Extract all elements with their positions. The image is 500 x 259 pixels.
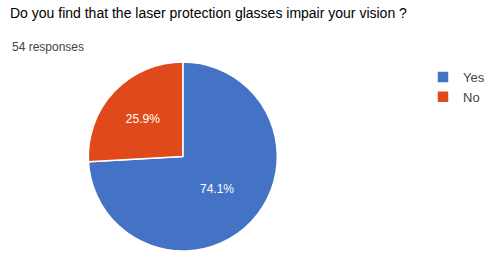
svg-text:No: No (463, 90, 480, 105)
svg-text:25.9%: 25.9% (126, 112, 160, 126)
svg-text:54 responses: 54 responses (12, 40, 84, 54)
svg-text:Yes: Yes (463, 70, 485, 85)
svg-text:Do you find that the laser pro: Do you find that the laser protection gl… (10, 5, 407, 21)
svg-text:74.1%: 74.1% (200, 182, 234, 196)
